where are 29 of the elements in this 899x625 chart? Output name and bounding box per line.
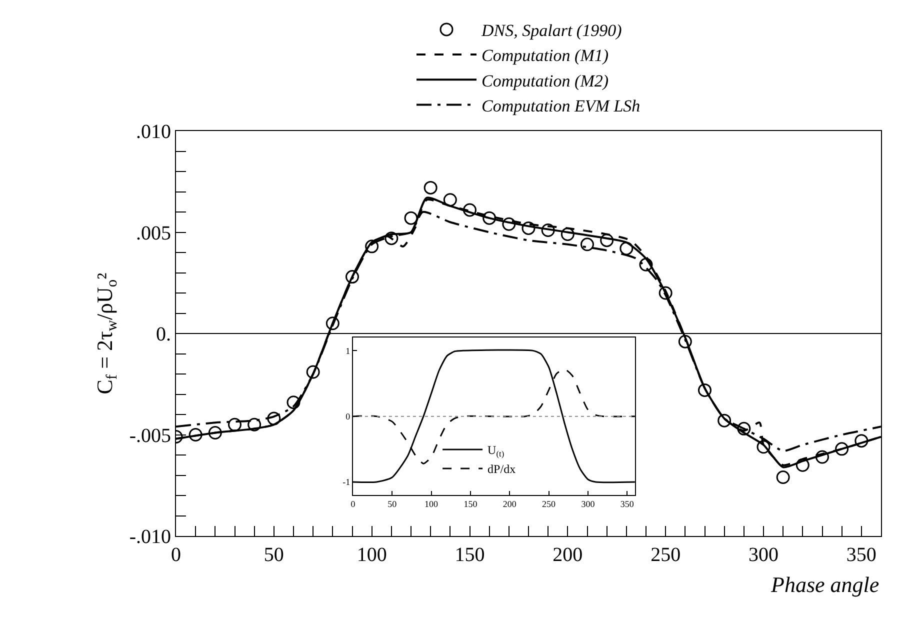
- y-tick-label: -.010: [129, 526, 171, 548]
- legend-label: DNS, Spalart (1990): [480, 21, 622, 40]
- legend-label: Computation (M2): [482, 71, 609, 90]
- x-tick-label: 150: [464, 498, 478, 509]
- x-tick-label: 50: [264, 544, 284, 566]
- x-tick-label: 200: [502, 498, 517, 509]
- x-tick-label: 100: [424, 498, 439, 509]
- legend-label: Computation (M1): [482, 46, 609, 66]
- x-axis-title: Phase angle: [770, 572, 880, 597]
- y-tick-label: 0: [346, 411, 351, 422]
- x-tick-label: 300: [581, 498, 596, 509]
- x-tick-label: 350: [620, 498, 634, 509]
- legend-label: U$_{(t)}$: [488, 443, 504, 459]
- y-tick-label: -.005: [129, 424, 171, 447]
- x-tick-label: 250: [542, 498, 556, 509]
- y-tick-label: .005: [136, 222, 171, 244]
- y-tick-label: 0.: [156, 324, 171, 346]
- x-tick-label: 350: [846, 544, 876, 566]
- legend-label: Computation EVM LSh: [482, 96, 640, 116]
- x-tick-label: 300: [748, 544, 778, 566]
- legend-label: dP/dx: [488, 462, 516, 476]
- y-tick-label: 1: [346, 346, 350, 356]
- x-tick-label: 100: [356, 544, 387, 566]
- x-tick-label: 50: [388, 498, 398, 509]
- x-tick-label: 200: [552, 544, 583, 566]
- x-tick-label: 250: [650, 544, 681, 566]
- y-tick-label: .010: [136, 121, 171, 143]
- y-tick-label: -1: [342, 477, 350, 488]
- x-tick-label: 150: [454, 544, 485, 566]
